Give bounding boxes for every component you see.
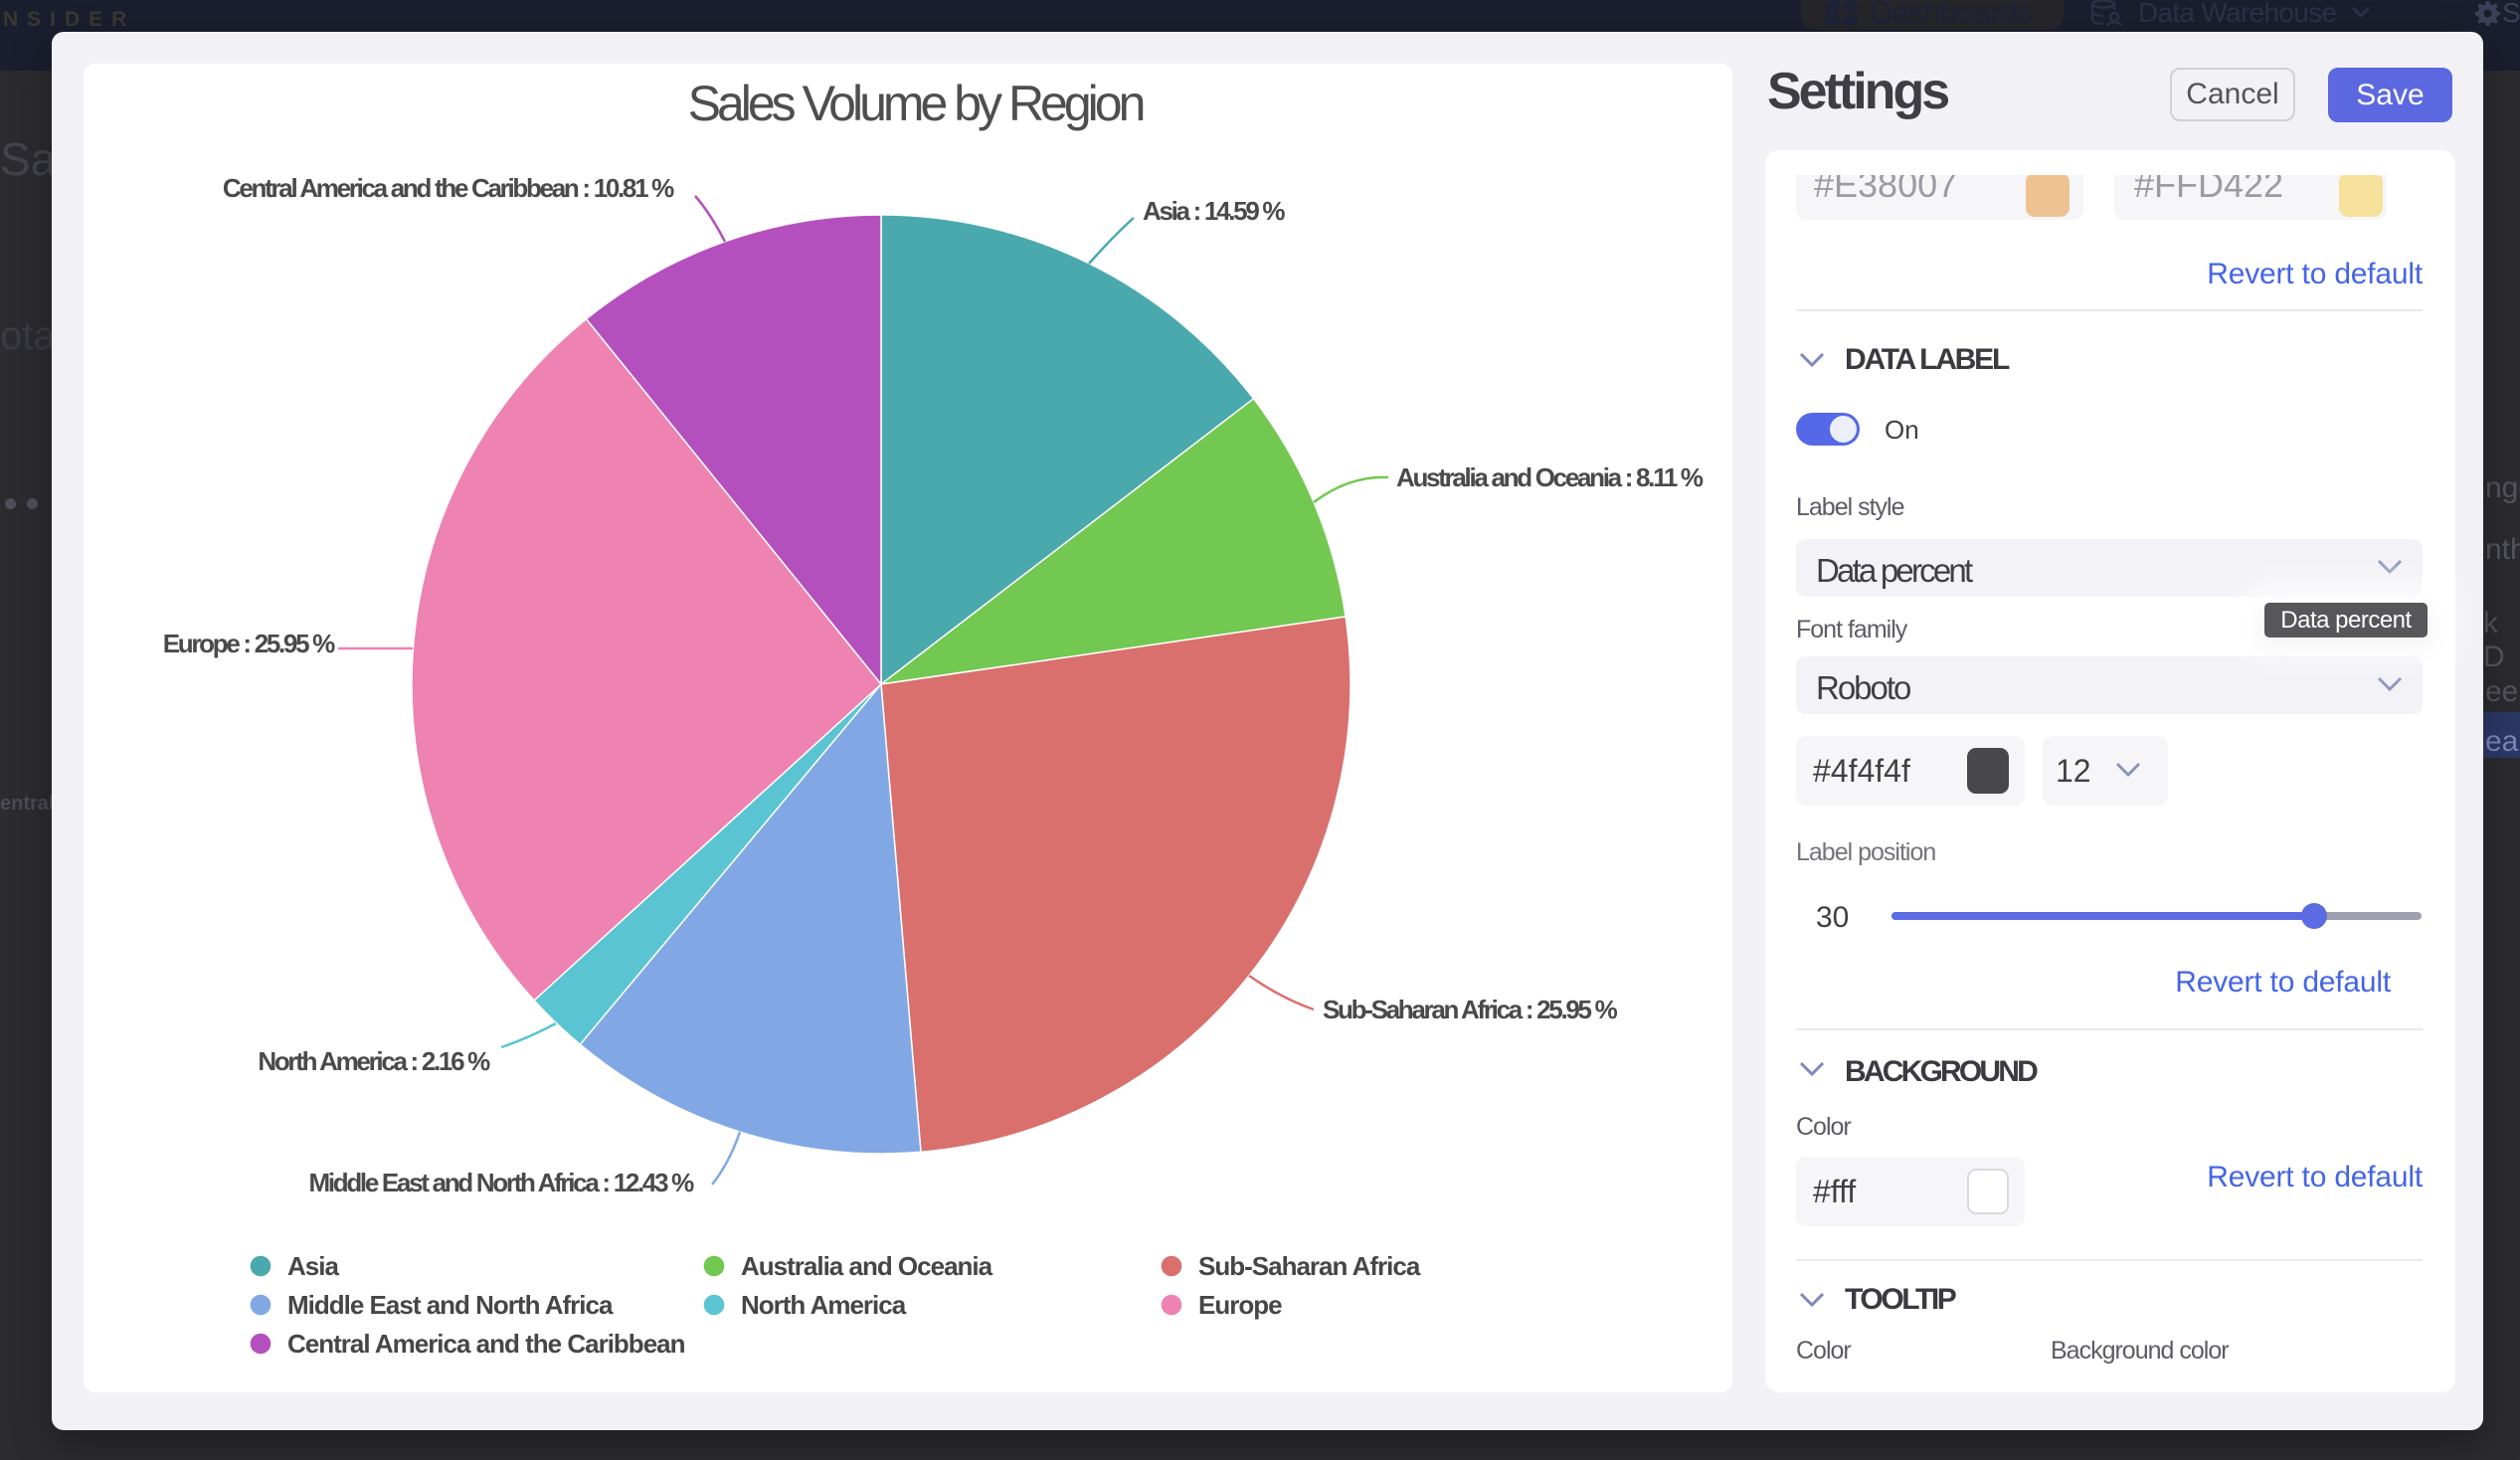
svg-text:Europe: Europe: [1198, 1290, 1282, 1320]
svg-text:Middle East and North Africa: Middle East and North Africa: [287, 1290, 614, 1320]
svg-text:Sub-Saharan Africa: Sub-Saharan Africa: [1198, 1251, 1421, 1281]
svg-text:North America: North America: [741, 1290, 907, 1320]
svg-text:Asia : 14.59 %: Asia : 14.59 %: [1143, 196, 1285, 226]
svg-text:Australia and Oceania: Australia and Oceania: [741, 1251, 993, 1281]
svg-text:Europe : 25.95 %: Europe : 25.95 %: [163, 629, 335, 658]
svg-text:Sub-Saharan Africa : 25.95 %: Sub-Saharan Africa : 25.95 %: [1323, 995, 1618, 1024]
svg-text:Central America and the Caribb: Central America and the Caribbean: [287, 1329, 685, 1359]
svg-text:North America : 2.16 %: North America : 2.16 %: [258, 1046, 490, 1076]
svg-text:Sales Volume by Region: Sales Volume by Region: [688, 76, 1144, 131]
svg-text:Central America and the Caribb: Central America and the Caribbean : 10.8…: [223, 173, 674, 203]
svg-text:Middle East and North Africa :: Middle East and North Africa : 12.43 %: [308, 1168, 694, 1197]
svg-text:Asia: Asia: [287, 1251, 339, 1281]
svg-text:Australia and Oceania : 8.11 %: Australia and Oceania : 8.11 %: [1396, 462, 1704, 492]
